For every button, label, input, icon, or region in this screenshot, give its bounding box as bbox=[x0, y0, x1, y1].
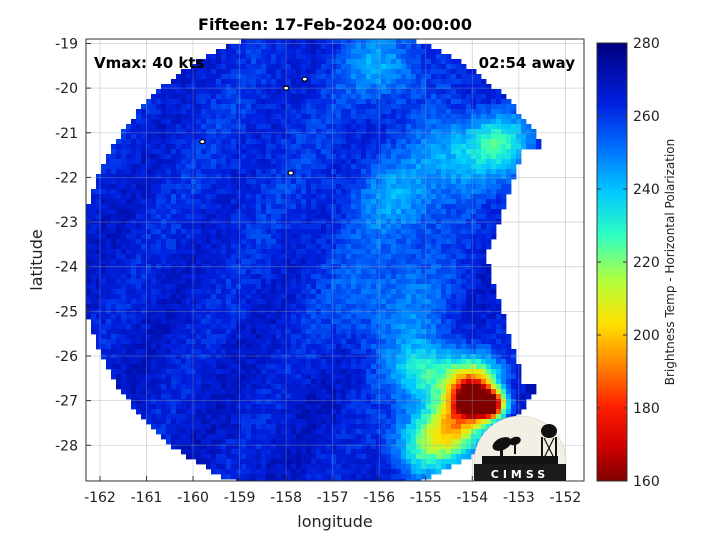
y-tick-label: -23 bbox=[55, 215, 78, 231]
y-tick-label: -26 bbox=[55, 349, 78, 365]
x-tick-label: -153 bbox=[503, 490, 535, 506]
y-tick-label: -19 bbox=[55, 36, 78, 52]
x-tick-label: -162 bbox=[84, 490, 116, 506]
x-tick-label: -152 bbox=[549, 490, 581, 506]
colorbar-label: Brightness Temp - Horizontal Polarizatio… bbox=[663, 139, 677, 386]
colorbar-tick-label: 200 bbox=[633, 328, 660, 344]
y-tick-label: -20 bbox=[55, 81, 78, 97]
time-offset-annotation: 02:54 away bbox=[479, 54, 576, 72]
island-outline bbox=[301, 76, 308, 82]
y-tick-label: -25 bbox=[55, 304, 78, 320]
colorbar-tick-label: 280 bbox=[633, 36, 660, 52]
colorbar-tick-label: 220 bbox=[633, 255, 660, 271]
grid-lines bbox=[86, 39, 584, 481]
x-tick-label: -160 bbox=[177, 490, 209, 506]
satellite-dish-icon-small bbox=[509, 436, 521, 446]
satellite-dish-icon bbox=[492, 437, 512, 451]
plot-frame bbox=[85, 38, 585, 482]
island-outline bbox=[282, 85, 290, 91]
y-tick-label: -28 bbox=[55, 438, 78, 454]
y-tick-label: -22 bbox=[55, 170, 78, 186]
island-outline bbox=[199, 139, 206, 145]
y-tick-label: -21 bbox=[55, 126, 78, 142]
cimss-logo-text: CIMSS bbox=[491, 468, 549, 481]
x-tick-label: -154 bbox=[456, 490, 488, 506]
y-axis-ticks: -19 -20 -21 -22 -23 -24 -25 -26 -27 -28 bbox=[55, 36, 91, 454]
y-axis-label: latitude bbox=[27, 229, 46, 290]
x-tick-label: -155 bbox=[410, 490, 442, 506]
x-tick-label: -156 bbox=[363, 490, 395, 506]
colorbar bbox=[596, 42, 628, 482]
x-tick-label: -158 bbox=[270, 490, 302, 506]
y-tick-label: -27 bbox=[55, 394, 78, 410]
brightness-field bbox=[86, 39, 542, 481]
colorbar-ticks: 160 180 200 220 240 260 280 bbox=[597, 36, 660, 490]
x-tick-label: -157 bbox=[317, 490, 349, 506]
water-tower-icon bbox=[541, 424, 557, 438]
chart-title: Fifteen: 17-Feb-2024 00:00:00 bbox=[198, 15, 472, 34]
island-outline bbox=[287, 170, 294, 176]
x-tick-label: -159 bbox=[224, 490, 256, 506]
y-tick-label: -24 bbox=[55, 260, 78, 276]
cimss-logo: CIMSS bbox=[473, 415, 567, 482]
x-axis-label: longitude bbox=[297, 512, 372, 531]
vmax-annotation: Vmax: 40 kts bbox=[94, 54, 204, 72]
islands bbox=[199, 76, 308, 176]
colorbar-tick-label: 260 bbox=[633, 109, 660, 125]
colorbar-tick-label: 180 bbox=[633, 401, 660, 417]
x-axis-ticks: -162 -161 -160 -159 -158 -157 -156 -155 -154 -153… bbox=[84, 476, 581, 506]
colorbar-tick-label: 240 bbox=[633, 182, 660, 198]
colorbar-tick-label: 160 bbox=[633, 474, 660, 490]
x-tick-label: -161 bbox=[131, 490, 163, 506]
